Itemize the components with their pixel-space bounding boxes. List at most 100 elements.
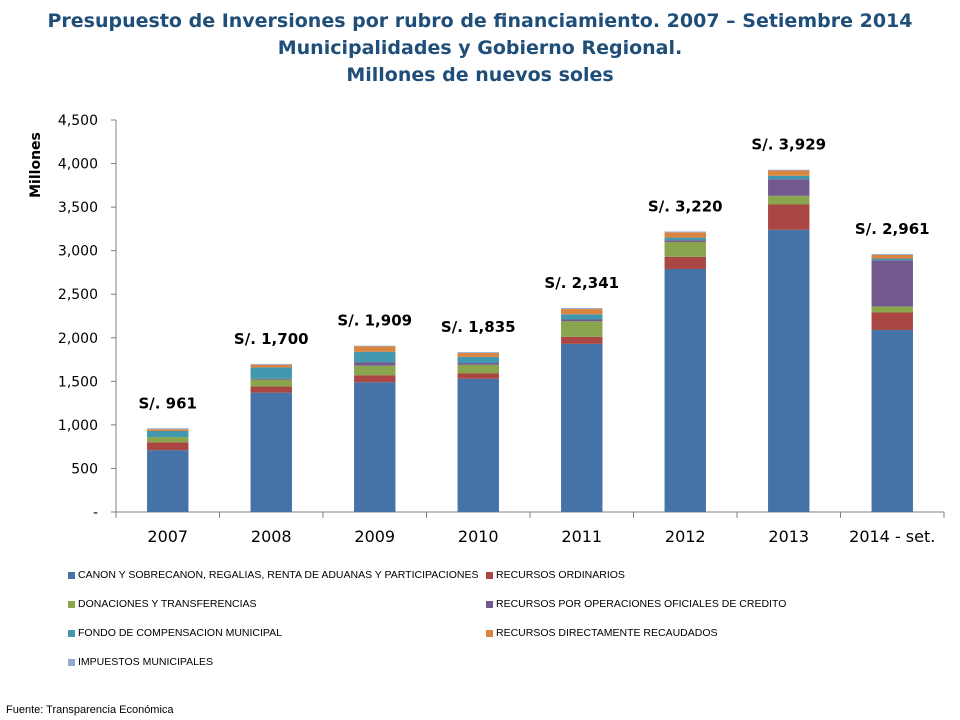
bar-segment <box>250 363 292 365</box>
bar-segment <box>871 258 913 261</box>
bar-segment <box>768 169 810 171</box>
bar-segment <box>250 386 292 393</box>
legend-label: RECURSOS POR OPERACIONES OFICIALES DE CR… <box>496 598 787 610</box>
bar-segment <box>561 321 603 337</box>
bar-segment <box>664 231 706 233</box>
bar-segment <box>871 254 913 256</box>
bar-segment <box>768 229 810 512</box>
bar-segment <box>147 450 189 512</box>
legend-swatch <box>68 658 75 666</box>
bar-segment <box>768 195 810 205</box>
total-label: S/. 2,961 <box>855 220 930 238</box>
bar-segment <box>354 345 396 347</box>
bar-segment <box>147 442 189 451</box>
y-tick-label: 2,500 <box>58 287 98 303</box>
bar-segment <box>147 430 189 438</box>
total-label: S/. 3,220 <box>648 198 723 216</box>
bar-segment <box>664 237 706 241</box>
bar-segment <box>147 437 189 443</box>
labels: 2007 S/. 961 2008 S/. 1,700 2009 S/. 1,909 201… <box>138 136 935 546</box>
total-label: S/. 961 <box>138 394 197 412</box>
legend-label: FONDO DE COMPENSACION MUNICIPAL <box>78 627 282 639</box>
title-line-3: Millones de nuevos soles <box>346 64 614 86</box>
bar-segment <box>664 240 706 242</box>
stacked-bar-chart: - 500 1,000 1,500 2,000 2,500 3,000 3,500 4,000 4… <box>28 113 945 546</box>
bar-segment <box>457 373 499 379</box>
bar-segment <box>354 351 396 363</box>
bar-segment <box>457 364 499 374</box>
legend-swatch <box>486 571 493 579</box>
y-tick-label: 500 <box>71 461 98 477</box>
axes: - 500 1,000 1,500 2,000 2,500 3,000 3,500 4,000 4… <box>28 113 945 521</box>
bar-segment <box>354 362 396 366</box>
x-tick-label: 2007 <box>147 527 188 546</box>
x-tick-label: 2014 - set. <box>849 527 935 546</box>
legend-item: DONACIONES Y TRANSFERENCIAS <box>68 597 257 611</box>
bar-segment <box>457 363 499 365</box>
bar-segment <box>457 353 499 357</box>
y-tick-label: - <box>93 505 98 521</box>
x-tick-label: 2009 <box>354 527 395 546</box>
x-tick-label: 2008 <box>251 527 292 546</box>
legend-item: CANON Y SOBRECANON, REGALIAS, RENTA DE A… <box>68 568 478 582</box>
legend-item: RECURSOS DIRECTAMENTE RECAUDADOS <box>486 626 718 640</box>
y-tick-label: 1,000 <box>58 418 98 434</box>
y-axis-title: Millones <box>28 132 44 198</box>
legend-swatch <box>68 629 75 637</box>
legend-swatch <box>486 629 493 637</box>
bar-segment <box>871 312 913 330</box>
bar-segment <box>871 260 913 307</box>
bar-segment <box>147 429 189 431</box>
bar-segment <box>664 241 706 257</box>
x-tick-label: 2010 <box>458 527 499 546</box>
total-label: S/. 3,929 <box>751 136 826 154</box>
title-line-2: Municipalidades y Gobierno Regional. <box>277 37 683 59</box>
legend-label: RECURSOS DIRECTAMENTE RECAUDADOS <box>496 627 718 639</box>
total-label: S/. 1,700 <box>234 330 309 348</box>
y-tick-label: 4,500 <box>58 113 98 129</box>
bar-segment <box>250 392 292 512</box>
legend-label: CANON Y SOBRECANON, REGALIAS, RENTA DE A… <box>78 569 479 581</box>
title-line-1: Presupuesto de Inversiones por rubro de … <box>47 10 913 32</box>
bar-segment <box>561 309 603 315</box>
x-tick-label: 2011 <box>561 527 602 546</box>
bar-segment <box>250 367 292 379</box>
bar-segment <box>768 170 810 176</box>
bar-segment <box>457 356 499 364</box>
legend-swatch <box>68 571 75 579</box>
bar-segment <box>561 314 603 320</box>
total-label: S/. 1,835 <box>441 318 516 336</box>
legend-swatch <box>68 600 75 608</box>
legend-label: DONACIONES Y TRANSFERENCIAS <box>78 598 257 610</box>
legend-item: FONDO DE COMPENSACION MUNICIPAL <box>68 626 282 640</box>
bar-segment <box>664 268 706 512</box>
total-label: S/. 1,909 <box>337 312 412 330</box>
bar-segment <box>354 375 396 383</box>
bar-segment <box>768 175 810 180</box>
legend-swatch <box>486 600 493 608</box>
legend-item: IMPUESTOS MUNICIPALES <box>68 655 213 669</box>
bar-segment <box>250 364 292 368</box>
bar-segment <box>664 232 706 238</box>
bar-segment <box>664 256 706 269</box>
bar-segment <box>871 306 913 313</box>
bars <box>147 169 913 512</box>
source-note: Fuente: Transparencia Económica <box>6 704 174 716</box>
bar-segment <box>871 255 913 259</box>
bar-segment <box>354 346 396 352</box>
bar-segment <box>457 352 499 354</box>
chart-title: Presupuesto de Inversiones por rubro de … <box>0 8 960 89</box>
y-tick-label: 3,000 <box>58 244 98 260</box>
bar-segment <box>354 365 396 376</box>
legend-item: RECURSOS ORDINARIOS <box>486 568 625 582</box>
bar-segment <box>250 379 292 387</box>
bar-segment <box>561 319 603 322</box>
y-tick-label: 1,500 <box>58 374 98 390</box>
bar-segment <box>354 382 396 512</box>
legend-label: RECURSOS ORDINARIOS <box>496 569 625 581</box>
bar-segment <box>871 329 913 512</box>
y-tick-label: 4,000 <box>58 157 98 173</box>
legend-label: IMPUESTOS MUNICIPALES <box>78 656 213 668</box>
bar-segment <box>147 428 189 430</box>
x-tick-label: 2012 <box>665 527 706 546</box>
